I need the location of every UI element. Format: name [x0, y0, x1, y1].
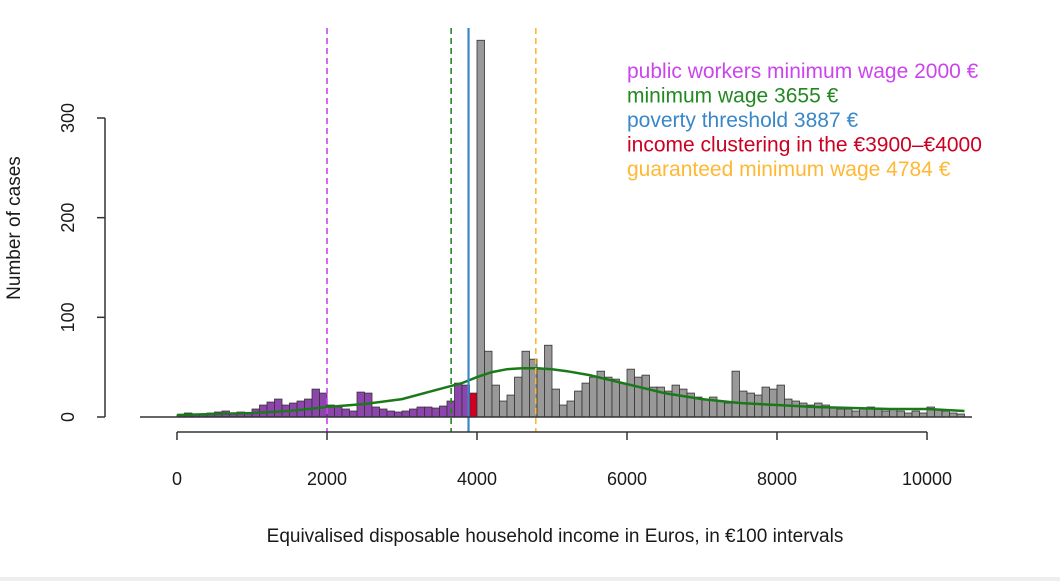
histogram-bar: [491, 384, 500, 418]
histogram-bar: [634, 376, 643, 418]
histogram-bar: [791, 400, 800, 418]
legend-entry: guaranteed minimum wage 4784 €: [627, 158, 951, 181]
density-curve-layer: [176, 366, 965, 417]
histogram-bar: [416, 406, 425, 418]
histogram-bar: [349, 410, 358, 418]
histogram-bar: [716, 400, 725, 418]
histogram-bar: [626, 368, 635, 418]
histogram-bar: [581, 382, 590, 418]
histogram-bar: [311, 388, 320, 418]
histogram-bar: [401, 410, 410, 418]
y-tick-label: 200: [58, 203, 78, 233]
histogram-bar: [506, 394, 515, 418]
histogram-bar: [724, 402, 733, 418]
x-tick-label: 8000: [757, 469, 797, 489]
histogram-bar: [896, 410, 905, 418]
density-curve: [176, 366, 965, 417]
histogram-bar: [476, 39, 485, 418]
histogram-bar: [746, 392, 755, 418]
histogram-bar: [836, 408, 845, 418]
histogram-bar: [851, 410, 860, 418]
histogram-bar: [544, 344, 553, 418]
x-tick-label: 0: [172, 469, 182, 489]
x-tick-label: 2000: [307, 469, 347, 489]
histogram-bar: [274, 398, 283, 418]
legend-entry: minimum wage 3655 €: [627, 85, 839, 108]
histogram-bar: [604, 376, 613, 418]
histogram-bar: [409, 408, 418, 418]
bottom-divider: [0, 577, 1060, 581]
histogram-bar: [701, 398, 710, 418]
histogram-bar: [814, 402, 823, 418]
histogram-bar: [881, 410, 890, 418]
histogram-bar: [641, 374, 650, 418]
histogram-bar: [589, 376, 598, 418]
histogram-bar: [731, 370, 740, 418]
histogram-bar: [859, 408, 868, 418]
histogram-bar: [454, 382, 463, 418]
histogram-bar: [439, 405, 448, 418]
histogram-bar: [769, 388, 778, 418]
x-axis-title: Equivalised disposable household income …: [267, 526, 844, 547]
histogram-bar: [266, 401, 275, 418]
histogram-bar: [469, 392, 478, 418]
histogram-bar: [761, 386, 770, 418]
histogram-bar: [671, 384, 680, 418]
histogram-bar: [754, 394, 763, 418]
legend-entry: poverty threshold 3887 €: [627, 109, 858, 132]
legend-entry: public workers minimum wage 2000 €: [627, 60, 979, 83]
histogram-bar: [559, 404, 568, 418]
histogram-bar: [784, 398, 793, 418]
histogram-bar: [551, 388, 560, 418]
legend-entry: income clustering in the €3900–€4000: [627, 134, 982, 157]
histogram-bar: [386, 410, 395, 418]
axes: 0 100 200 300 0 2000 4000 6000 8000 10000: [58, 103, 972, 489]
y-axis-title: Number of cases: [4, 156, 25, 300]
y-tick-label: 0: [58, 412, 78, 422]
histogram-bar: [679, 388, 688, 418]
histogram-bar: [566, 400, 575, 418]
y-tick-label: 300: [58, 103, 78, 133]
histogram-bar: [341, 408, 350, 418]
histogram-bar: [911, 410, 920, 418]
histogram-bar: [574, 390, 583, 418]
histogram-bar: [536, 368, 545, 418]
histogram-bars: [176, 39, 965, 418]
histogram-bar: [776, 384, 785, 418]
histogram-bar: [431, 407, 440, 418]
reference-lines: [326, 28, 537, 432]
histogram-bar: [874, 408, 883, 418]
x-tick-label: 10000: [902, 469, 952, 489]
x-tick-label: 4000: [457, 469, 497, 489]
x-tick-label: 6000: [607, 469, 647, 489]
histogram-bar: [844, 408, 853, 418]
histogram-bar: [941, 410, 950, 418]
histogram-bar: [334, 406, 343, 418]
y-tick-label: 100: [58, 302, 78, 332]
histogram-bar: [514, 376, 523, 418]
legend: public workers minimum wage 2000 €minimu…: [627, 60, 982, 181]
histogram-bar: [611, 378, 620, 418]
histogram-bar: [521, 350, 530, 418]
histogram-bar: [371, 406, 380, 418]
histogram-bar: [484, 350, 493, 418]
histogram-bar: [319, 392, 328, 418]
histogram-bar: [499, 400, 508, 418]
histogram-bar: [379, 408, 388, 418]
histogram-bar: [424, 406, 433, 418]
histogram-bar: [619, 382, 628, 418]
